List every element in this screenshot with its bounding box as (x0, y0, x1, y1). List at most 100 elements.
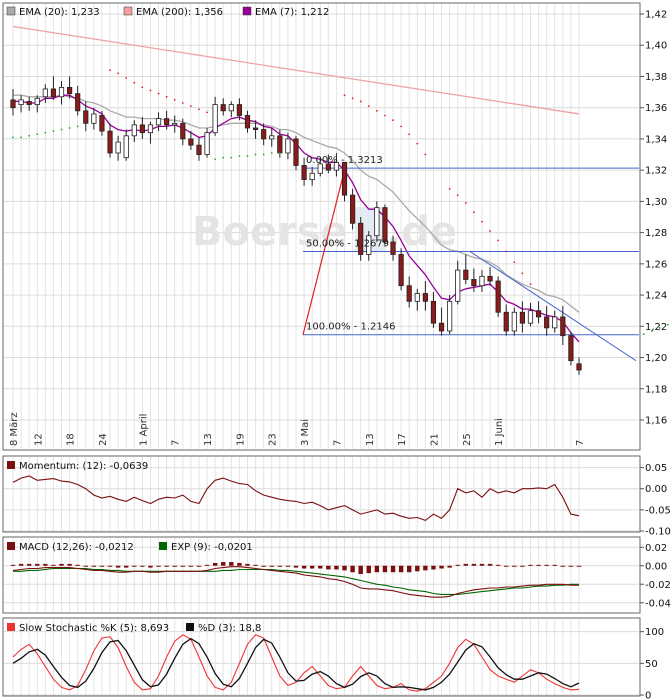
candle-body (527, 310, 534, 324)
momentum-legend-swatch (7, 461, 15, 469)
stochastic-layer: 100 50 0 (4, 627, 664, 700)
macd-histogram-bar (463, 563, 468, 566)
macd-histogram-bar (115, 565, 121, 568)
candle-body (115, 141, 121, 154)
candle-body (252, 127, 259, 130)
stoch-k-legend-swatch (7, 623, 15, 631)
candle-body (244, 115, 251, 129)
stoch-y-tick-label: 100 (645, 627, 664, 638)
price-y-tick-label: 1,30 (645, 197, 667, 208)
sar-dot-upper (343, 94, 346, 97)
stoch-k-line (12, 634, 580, 692)
macd-layer: 0.02 0.00 -0.02 -0.04 (4, 543, 671, 609)
sar-dot-upper (173, 98, 176, 101)
x-tick-label: 7 (575, 440, 586, 446)
x-tick-label: 21 (429, 433, 440, 446)
horizontal-grid (4, 13, 639, 421)
vertical-grid (12, 4, 580, 695)
ema20-legend-swatch (6, 6, 16, 16)
macd-histogram-bar (75, 564, 80, 566)
sar-dot-lower (238, 155, 241, 158)
candle-body (91, 113, 97, 124)
macd-histogram-bar (51, 564, 56, 566)
candle-body (269, 135, 275, 140)
candle-body (67, 86, 73, 95)
x-tick-label: 24 (98, 433, 109, 446)
stochastic-legend: Slow Stochastic %K (5): 8,693 %D (3): 18… (7, 623, 261, 634)
sar-dot-upper (392, 119, 394, 122)
candle-body (18, 99, 24, 105)
macd-histogram-bar (156, 565, 161, 567)
candle-body (374, 207, 380, 237)
candle-body (99, 115, 105, 132)
candle-body (544, 316, 550, 329)
macd-histogram-bar (407, 565, 412, 573)
stoch-y-tick-label: 0 (645, 691, 651, 700)
macd-histogram-bar (285, 565, 291, 567)
macd-histogram-bar (568, 565, 574, 567)
sar-dot-upper (408, 133, 411, 136)
macd-histogram-bar (358, 565, 363, 575)
candle-body (406, 285, 412, 302)
price-y-tick-label: 1,34 (645, 134, 667, 145)
sar-dot-lower (36, 133, 39, 136)
candle-body (463, 269, 469, 280)
sar-dot-lower (270, 152, 273, 154)
ema20-legend-label: EMA (20): 1,233 (19, 7, 100, 18)
candle-body (390, 241, 396, 255)
sar-layer (12, 69, 669, 336)
fib-label-50: 50.00% - 1.2679 (306, 239, 389, 250)
macd-histogram-bar (277, 565, 283, 567)
macd-histogram-bar (439, 565, 444, 569)
macd-histogram-bar (423, 565, 428, 571)
sar-dot-upper (165, 95, 168, 98)
macd-histogram-bar (447, 565, 452, 568)
candle-body (430, 300, 437, 324)
macd-histogram-bar (398, 565, 404, 573)
candle-body (358, 222, 364, 255)
macd-histogram-bar (10, 564, 16, 566)
macd-histogram-bar (536, 564, 541, 566)
ema20-line (13, 94, 580, 313)
candle-body (309, 172, 315, 180)
sar-dot-lower (642, 333, 645, 336)
price-y-tick-label: 1,24 (645, 291, 667, 302)
sar-dot-lower (262, 153, 265, 156)
price-y-tick-label: 1,18 (645, 384, 667, 395)
candle-body (188, 138, 194, 146)
price-y-tick-label: 1,40 (645, 41, 667, 52)
macd-histogram-bar (455, 564, 460, 566)
macd-panel-frame (2, 536, 641, 614)
macd-histogram-bar (390, 565, 396, 573)
macd-histogram-bar (431, 565, 436, 570)
candle-body (398, 254, 404, 287)
x-tick-label: 12 (33, 433, 44, 446)
x-tick-label: 17 (397, 433, 408, 446)
macd-histogram-bar (99, 565, 105, 567)
sar-dot-upper (384, 114, 386, 117)
momentum-y-tick-label: 0.05 (645, 463, 667, 474)
macd-histogram-bar (576, 565, 582, 567)
candle-body (422, 293, 428, 302)
candle-body (83, 110, 89, 124)
candle-body (503, 311, 509, 332)
sar-dot-lower (12, 136, 14, 139)
x-tick-label: 3 Mai (300, 419, 311, 446)
price-y-tick-label: 1,22 (645, 322, 667, 333)
sar-dot-upper (109, 69, 111, 72)
candle-body (487, 275, 493, 282)
sar-dot-upper (472, 211, 475, 214)
ema200-line (12, 25, 580, 115)
x-tick-label: 23 (268, 433, 279, 446)
candle-body (58, 86, 65, 98)
macd-y-tick-label: -0.04 (645, 598, 671, 609)
price-panel-frame (2, 2, 641, 451)
stoch-d-legend-label: %D (3): 18,8 (198, 623, 261, 634)
candle-body (519, 311, 526, 324)
signal-legend-label: EXP (9): -0,0201 (171, 542, 253, 553)
sar-dot-upper (189, 105, 192, 108)
momentum-y-tick-label: -0.10 (645, 527, 671, 538)
candle-body (34, 97, 40, 105)
macd-histogram-bar (107, 565, 113, 567)
